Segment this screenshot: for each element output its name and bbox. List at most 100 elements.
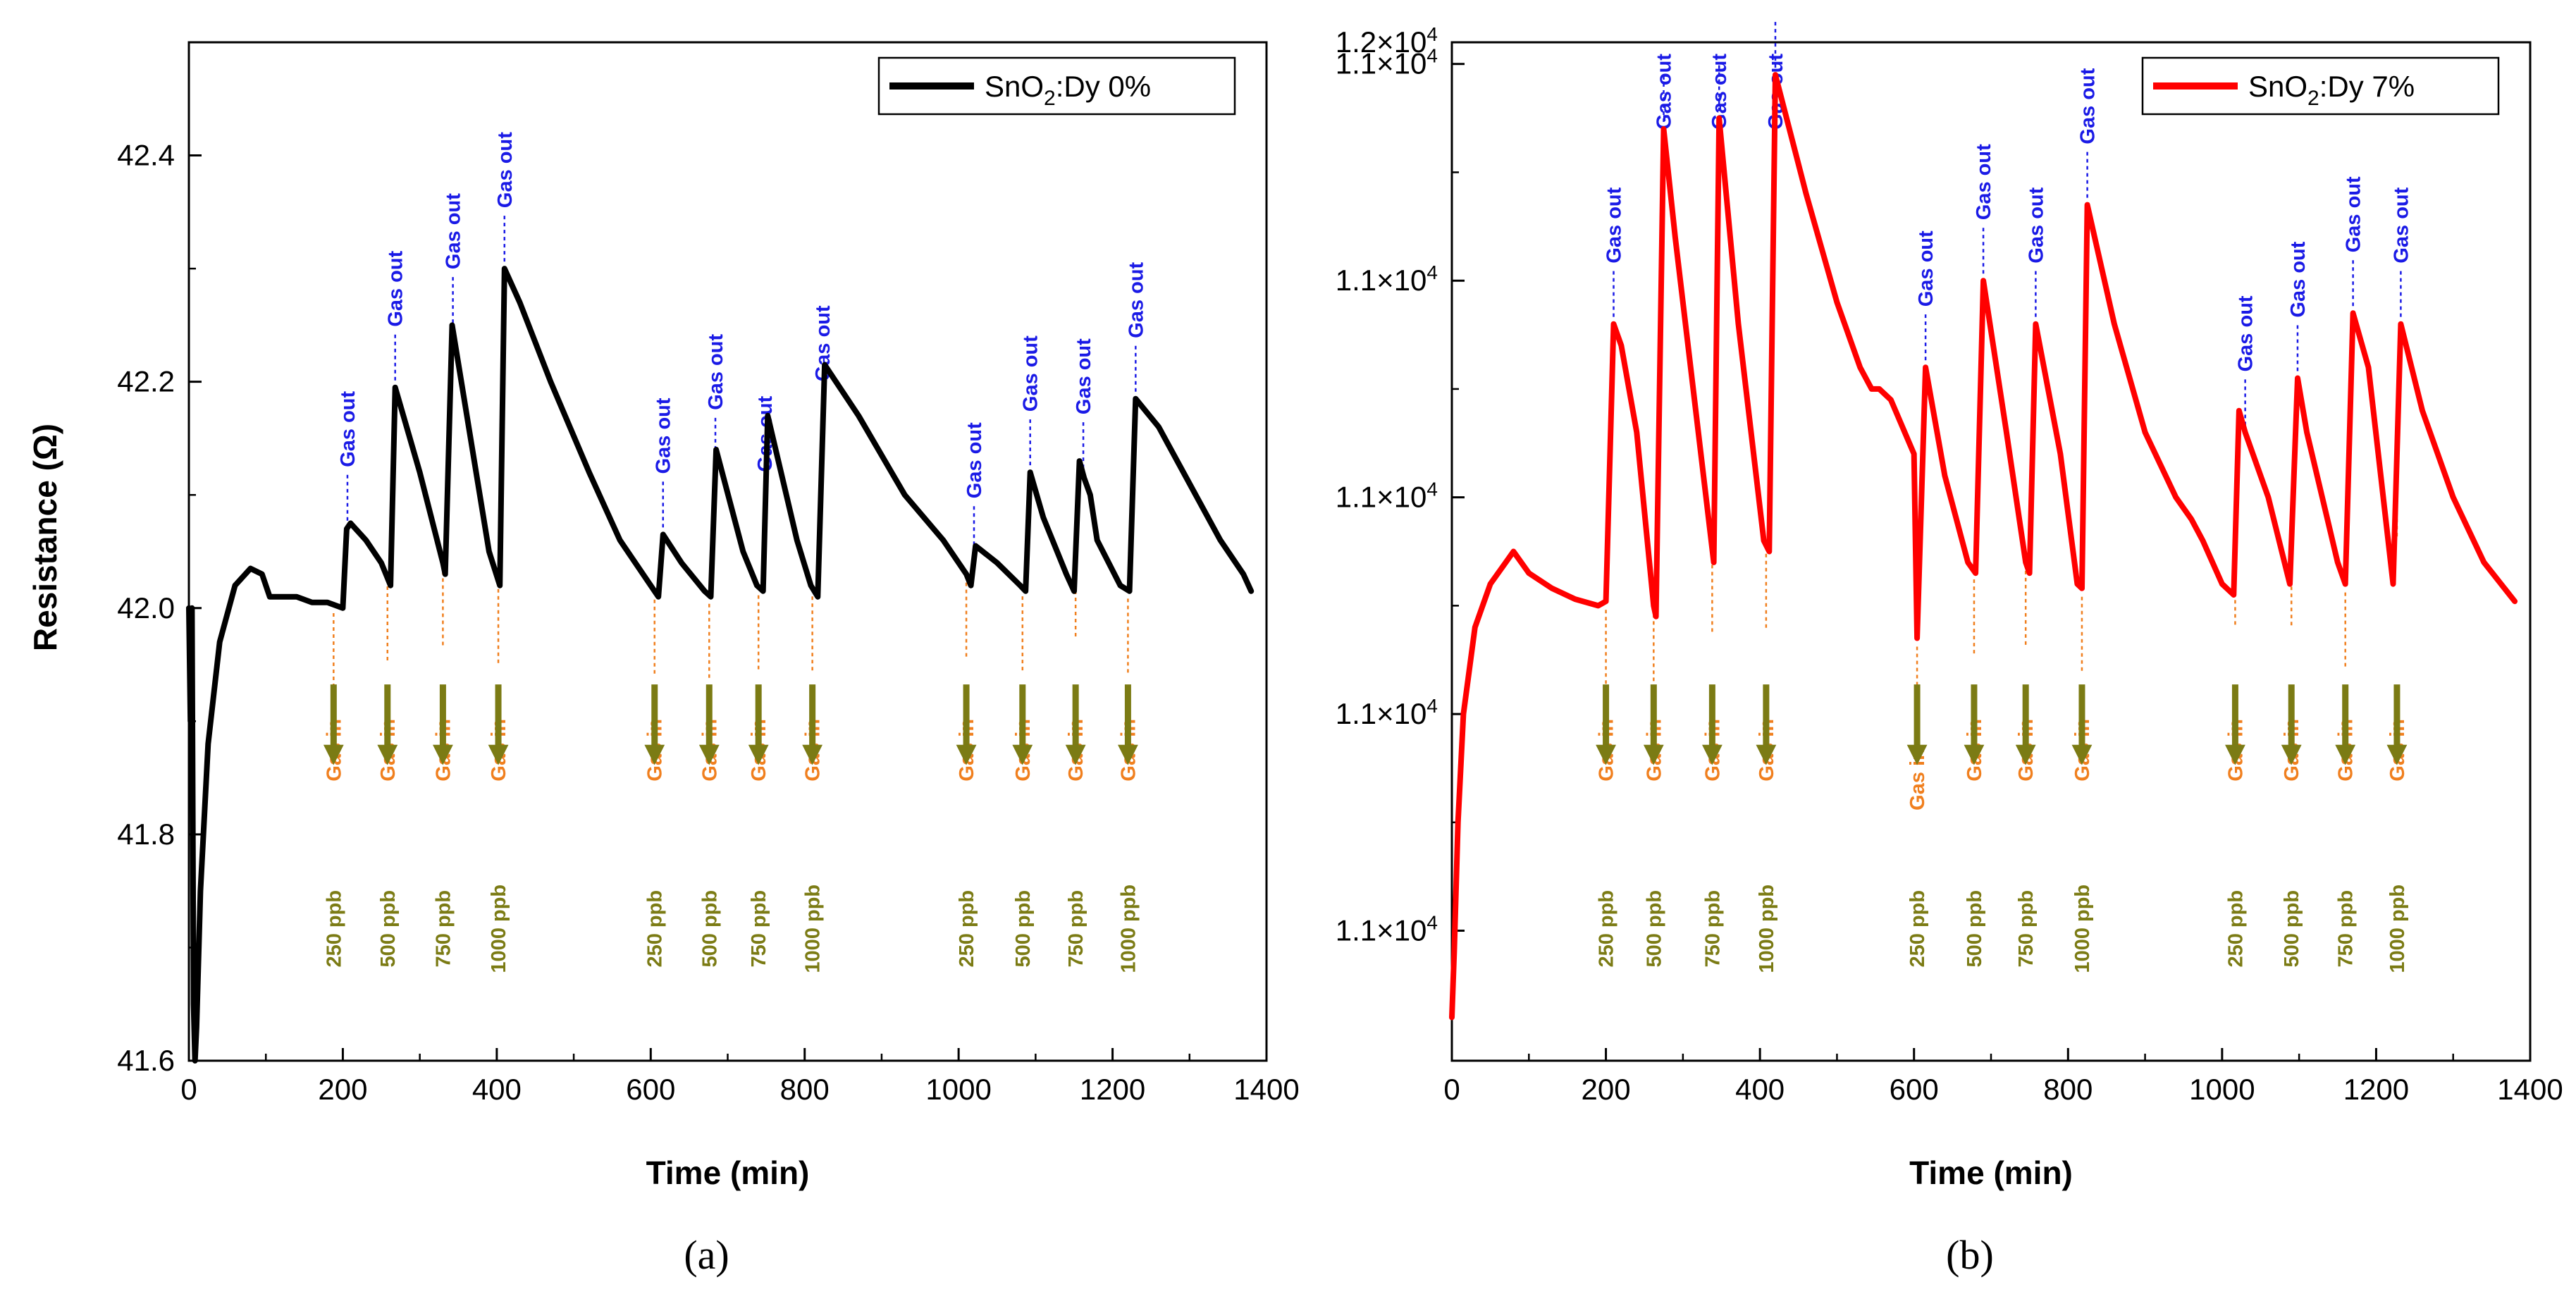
concentration-label: 1000 ppb	[1117, 885, 1140, 973]
panel-label: (a)	[684, 1232, 729, 1278]
y-tick-exponent: 4	[1426, 912, 1438, 934]
x-tick-label: 1000	[925, 1073, 991, 1106]
x-tick-label: 800	[780, 1073, 830, 1106]
x-tick-label: 400	[1735, 1073, 1785, 1106]
gas-in-label: Gas in	[1906, 748, 1929, 811]
gas-out-label: Gas out	[2390, 187, 2412, 263]
x-tick-label: 400	[472, 1073, 522, 1106]
gas-out-label: Gas out	[2235, 295, 2257, 371]
concentration-label: 250 ppb	[2224, 890, 2247, 968]
x-tick-label: 200	[318, 1073, 367, 1106]
x-tick-label: 1400	[2497, 1073, 2563, 1106]
y-tick-exponent: 4	[1426, 23, 1438, 45]
y-tick-label: 1.1×104	[1336, 261, 1438, 297]
concentration-label: 250 ppb	[956, 890, 978, 968]
legend-label-sub: 2	[2307, 87, 2319, 110]
gas-out-label: Gas out	[1020, 335, 1042, 412]
data-series-line	[1449, 72, 2518, 1021]
concentration-label: 750 ppb	[1701, 890, 1724, 968]
y-tick-label: 1.1×104	[1336, 45, 1438, 80]
concentration-label: 500 ppb	[377, 890, 400, 968]
concentration-label: 750 ppb	[2015, 890, 2038, 968]
concentration-label: 500 ppb	[1012, 890, 1035, 968]
y-tick-label: 1.1×104	[1336, 912, 1438, 947]
x-tick-label: 1400	[1233, 1073, 1299, 1106]
x-tick-label: 0	[1443, 1073, 1460, 1106]
panel-label: (b)	[1946, 1232, 1994, 1278]
gas-out-label: Gas out	[1603, 187, 1626, 263]
legend-label: SnO2:Dy 0%	[985, 70, 1151, 110]
gas-out-label: Gas out	[1125, 261, 1147, 338]
x-tick-label: 600	[626, 1073, 675, 1106]
chart-panel-b: 0 200 400 600 800 1000 1200 14001.1×1041.1×1041…	[1336, 18, 2563, 1278]
concentration-label: 250 ppb	[1906, 890, 1929, 968]
y-tick-exponent: 4	[1426, 479, 1438, 500]
concentration-label: 1000 ppb	[802, 885, 825, 973]
y-tick-label-top: 1.2×104	[1336, 23, 1438, 58]
concentration-label: 500 ppb	[698, 890, 721, 968]
y-tick-mantissa: 1.1×10	[1336, 914, 1427, 947]
concentration-label: 750 ppb	[432, 890, 455, 968]
concentration-label: 500 ppb	[2281, 890, 2303, 968]
y-tick-label: 42.4	[117, 139, 175, 172]
gas-out-label: Gas out	[2287, 241, 2310, 317]
legend-label-prefix: SnO	[2248, 70, 2307, 103]
concentration-label: 500 ppb	[1643, 890, 1665, 968]
legend-label-prefix: SnO	[985, 70, 1044, 103]
x-axis-title: Time (min)	[1909, 1154, 2073, 1191]
x-tick-label: 1200	[1080, 1073, 1145, 1106]
gas-out-label: Gas out	[1653, 54, 1676, 130]
x-tick-label: 800	[2043, 1073, 2093, 1106]
legend-label-suffix: :Dy 7%	[2319, 70, 2415, 103]
gas-out-label: Gas out	[1973, 144, 1995, 220]
gas-out-label: Gas out	[1073, 338, 1095, 414]
gas-out-label: Gas out	[653, 398, 675, 474]
y-tick-label: 42.2	[117, 365, 175, 398]
gas-out-label: Gas out	[1915, 230, 1937, 307]
gas-out-label: Gas out	[2077, 68, 2100, 144]
concentration-label: 250 ppb	[644, 890, 667, 968]
gas-out-label: Gas out	[2343, 176, 2365, 252]
y-tick-label: 42.0	[117, 591, 175, 624]
gas-out-label: Gas out	[705, 334, 727, 410]
concentration-label: 1000 ppb	[1756, 885, 1778, 973]
y-tick-exponent: 4	[1426, 45, 1438, 67]
concentration-label: 1000 ppb	[2386, 885, 2409, 973]
y-tick-label: 1.1×104	[1336, 695, 1438, 730]
y-tick-mantissa: 1.1×10	[1336, 47, 1427, 80]
gas-out-label: Gas out	[385, 250, 407, 326]
concentration-label: 750 ppb	[2335, 890, 2358, 968]
legend: SnO2:Dy 7%	[2141, 56, 2500, 116]
legend-label: SnO2:Dy 7%	[2248, 70, 2415, 110]
concentration-label: 250 ppb	[323, 890, 345, 968]
gas-out-label: Gas out	[443, 193, 465, 269]
concentration-label: 750 ppb	[1065, 890, 1087, 968]
y-tick-mantissa: 1.1×10	[1336, 697, 1427, 730]
chart-panel-a: 0 200 400 600 800 1000 1200 1400 41.6 41.8 42.0 42.…	[27, 41, 1300, 1278]
gas-out-label: Gas out	[963, 422, 986, 498]
y-tick-label: 41.6	[117, 1044, 175, 1077]
legend-label-suffix: :Dy 0%	[1056, 70, 1151, 103]
gas-out-label: Gas out	[337, 390, 359, 467]
legend: SnO2:Dy 0%	[877, 56, 1236, 116]
y-tick-mantissa: 1.1×10	[1336, 481, 1427, 514]
concentration-label: 1000 ppb	[488, 885, 510, 973]
y-tick-label: 1.1×104	[1336, 479, 1438, 514]
x-axis-title: Time (min)	[646, 1154, 810, 1191]
concentration-label: 500 ppb	[1964, 890, 1986, 968]
y-tick-exponent: 4	[1426, 261, 1438, 283]
x-tick-label: 600	[1890, 1073, 1939, 1106]
x-tick-label: 1000	[2189, 1073, 2255, 1106]
x-tick-label: 1200	[2343, 1073, 2409, 1106]
concentration-label: 1000 ppb	[2071, 885, 2094, 973]
x-tick-label: 0	[180, 1073, 197, 1106]
concentration-label: 750 ppb	[748, 890, 770, 968]
y-tick-mantissa: 1.1×10	[1336, 264, 1427, 297]
gas-out-label: Gas out	[2025, 187, 2047, 263]
gas-out-label: Gas out	[494, 132, 517, 208]
legend-label-sub: 2	[1044, 87, 1056, 110]
x-tick-label: 200	[1582, 1073, 1631, 1106]
y-axis-title: Resistance (Ω)	[27, 424, 63, 651]
y-tick-exponent: 4	[1426, 695, 1438, 717]
